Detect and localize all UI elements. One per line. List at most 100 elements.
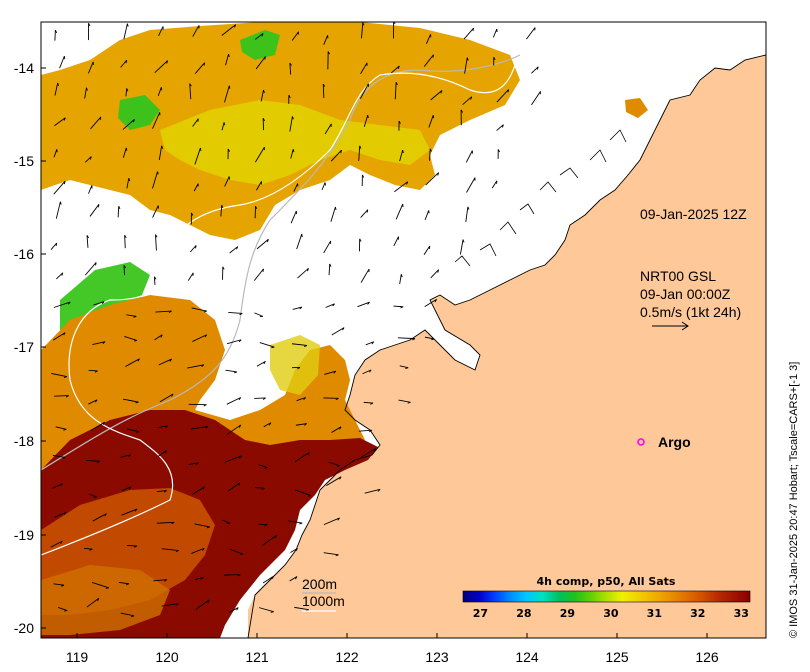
current-vector [228, 607, 239, 613]
isobath-200m-label: 200m [302, 576, 337, 592]
current-vector [158, 145, 163, 160]
current-vector-head [362, 22, 365, 26]
current-vector [492, 28, 498, 38]
current-vector [152, 171, 158, 189]
current-vector [254, 312, 264, 317]
current-vector-head [370, 402, 374, 405]
current-vector [192, 486, 205, 495]
current-vector-head [264, 467, 268, 469]
current-vector [52, 483, 63, 489]
isobath-1000m [41, 64, 516, 556]
current-vector [491, 180, 498, 189]
current-vector [330, 206, 336, 222]
current-vector-head [263, 89, 265, 94]
current-vector [161, 603, 179, 607]
current-vectors [50, 22, 541, 618]
current-vector-head [299, 522, 303, 525]
current-vector [189, 83, 192, 100]
current-vector-head [262, 397, 266, 400]
current-vector [429, 148, 431, 161]
current-vector [321, 182, 326, 191]
current-vector-head [395, 82, 398, 86]
current-vector-head [63, 181, 66, 185]
current-vector-head [135, 401, 139, 404]
current-vector [194, 147, 201, 165]
current-vector-head [99, 116, 102, 120]
current-vector-head [86, 235, 90, 239]
current-vector [399, 365, 409, 369]
current-scale-arrow-icon [652, 321, 689, 331]
argo-float-marker-icon[interactable] [637, 438, 645, 446]
current-vector-head [205, 426, 209, 429]
current-vector-head [95, 399, 98, 403]
coastline [247, 54, 766, 638]
map-plot-area [41, 22, 766, 638]
current-vector-head [191, 212, 194, 216]
current-vector-head [292, 149, 295, 153]
current-vector-head [223, 122, 226, 126]
current-vector [84, 156, 92, 163]
colorbar-tick-label: 30 [603, 607, 619, 620]
current-vector-head [228, 85, 231, 89]
current-vector-head [203, 310, 207, 313]
current-vector-head [291, 116, 294, 120]
current-vector [360, 62, 368, 74]
current-vector [53, 149, 58, 158]
current-vector-head [470, 96, 473, 100]
current-vector [118, 581, 130, 585]
sst-patch-yellow-mid [270, 335, 320, 395]
current-vector-head [236, 607, 239, 611]
current-vector [262, 575, 274, 584]
current-vector-head [154, 276, 157, 280]
current-vector [292, 306, 302, 310]
current-vector [323, 35, 329, 46]
current-vector [125, 358, 140, 367]
current-vector [88, 185, 93, 194]
current-vector-head [271, 346, 275, 349]
current-vector [390, 65, 400, 74]
current-vector [154, 334, 163, 341]
sst-patch-small-coast [625, 98, 648, 118]
current-vector-head [203, 404, 207, 407]
y-tick-label: -15 [14, 153, 34, 169]
current-vector-head [65, 395, 69, 398]
current-vector [88, 399, 98, 405]
current-vector-head [164, 450, 167, 454]
current-vector-head [501, 124, 504, 128]
currents-source-label: NRT00 GSL [640, 268, 716, 284]
current-vector [358, 429, 372, 432]
current-vector [194, 62, 205, 74]
current-vector [189, 245, 197, 253]
current-vector [258, 464, 268, 469]
current-vector-head [165, 425, 169, 429]
current-vector [297, 268, 309, 279]
current-vector [117, 206, 120, 218]
current-vector-head [299, 306, 303, 310]
current-vector-head [400, 306, 404, 309]
current-vector-head [56, 149, 58, 153]
current-vector [90, 421, 105, 431]
sst-patch-green-w2 [60, 262, 150, 330]
current-vector-head [322, 83, 326, 87]
current-vector-head [307, 452, 310, 456]
current-vector-head [133, 340, 138, 342]
current-vector-head [462, 239, 465, 243]
current-vector [328, 263, 331, 276]
current-vector [229, 246, 238, 254]
x-tick-label: 120 [155, 649, 179, 665]
current-vector-head [303, 397, 306, 401]
current-vector [399, 150, 404, 162]
current-vector [191, 307, 207, 312]
current-vector [394, 181, 409, 193]
current-vector-head [466, 57, 469, 61]
current-vector [296, 233, 303, 250]
current-vector-head [62, 457, 66, 459]
current-vector [290, 547, 298, 553]
current-vector [93, 301, 105, 306]
current-vector [157, 87, 162, 97]
current-vector [55, 201, 61, 219]
current-vector-head [460, 109, 463, 113]
current-vector [360, 448, 376, 458]
current-vector-head [195, 245, 197, 249]
y-tick-label: -20 [14, 620, 34, 636]
